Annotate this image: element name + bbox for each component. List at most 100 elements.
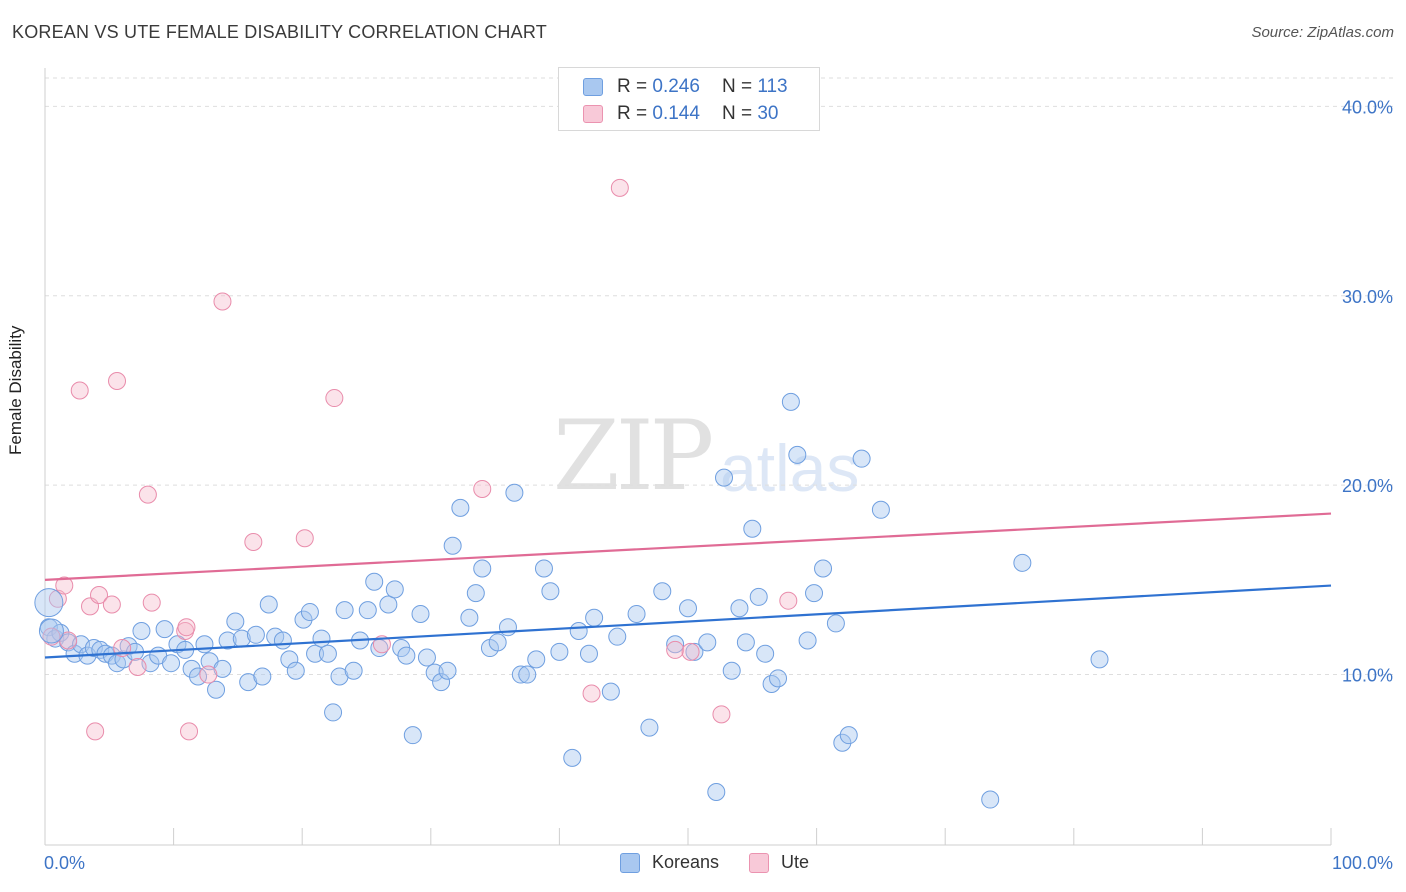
y-tick-label: 20.0% bbox=[1342, 476, 1393, 496]
legend-item-koreans: Koreans bbox=[620, 852, 719, 873]
korean-point bbox=[300, 603, 319, 622]
korean-point bbox=[585, 608, 604, 627]
korean-point bbox=[344, 661, 363, 680]
korean-point bbox=[218, 631, 237, 650]
korean-point bbox=[273, 631, 292, 650]
korean-point bbox=[411, 604, 430, 623]
ute-point bbox=[325, 389, 344, 408]
korean-point bbox=[833, 733, 852, 752]
ute-point bbox=[582, 684, 601, 703]
korean-point bbox=[312, 629, 331, 648]
korean-point bbox=[294, 610, 313, 629]
r-label: R = bbox=[617, 76, 648, 97]
korean-point bbox=[798, 631, 817, 650]
korean-point bbox=[981, 790, 1000, 809]
korean-point bbox=[397, 646, 416, 665]
korean-point bbox=[195, 635, 214, 654]
ute-point bbox=[48, 589, 67, 608]
ute-trend-line bbox=[44, 512, 1332, 581]
korean-point bbox=[253, 667, 272, 686]
ute-point bbox=[102, 595, 121, 614]
korean-point bbox=[451, 498, 470, 517]
korean-cluster-point bbox=[34, 588, 64, 618]
ute-point bbox=[177, 618, 196, 637]
korean-point bbox=[805, 584, 824, 603]
korean-point bbox=[511, 665, 530, 684]
korean-point bbox=[505, 483, 524, 502]
ute-point bbox=[372, 635, 391, 654]
korean-point bbox=[488, 633, 507, 652]
korean-point bbox=[403, 726, 422, 745]
korean-point bbox=[162, 654, 181, 673]
ute-point bbox=[180, 722, 199, 741]
korean-point bbox=[527, 650, 546, 669]
korean-point bbox=[432, 673, 451, 692]
korean-point bbox=[563, 748, 582, 767]
korean-point bbox=[579, 644, 598, 663]
korean-point bbox=[518, 665, 537, 684]
korean-point bbox=[466, 584, 485, 603]
legend-label-ute: Ute bbox=[781, 852, 810, 872]
x-tick-label: 0.0% bbox=[44, 853, 85, 873]
watermark-atlas: atlas bbox=[720, 431, 860, 505]
korean-point bbox=[460, 608, 479, 627]
korean-point bbox=[379, 595, 398, 614]
korean-point bbox=[335, 601, 354, 620]
korean-point bbox=[182, 659, 201, 678]
korean-point bbox=[749, 587, 768, 606]
korean-point bbox=[743, 519, 762, 538]
source-label: Source: ZipAtlas.com bbox=[1251, 24, 1394, 41]
ute-point bbox=[213, 292, 232, 311]
ute-swatch bbox=[583, 105, 603, 123]
correlation-legend: R = 0.246 N = 113 R = 0.144 N = 30 bbox=[558, 67, 820, 131]
ute-point bbox=[666, 640, 685, 659]
y-tick-label: 30.0% bbox=[1342, 287, 1393, 307]
korean-point bbox=[707, 782, 726, 801]
korean-point bbox=[550, 642, 569, 661]
korean-point bbox=[226, 612, 245, 631]
ute-point bbox=[55, 576, 74, 595]
korean-point bbox=[385, 580, 404, 599]
ute-swatch bbox=[749, 852, 770, 873]
korean-point bbox=[358, 601, 377, 620]
korean-cluster-point bbox=[38, 618, 64, 644]
r-value: 0.144 bbox=[652, 103, 700, 124]
korean-point bbox=[781, 392, 800, 411]
korean-point bbox=[722, 661, 741, 680]
ute-point bbox=[138, 485, 157, 504]
legend-row-koreans: R = 0.246 N = 113 bbox=[583, 75, 788, 99]
legend-item-ute: Ute bbox=[749, 852, 809, 873]
chart-title: KOREAN VS UTE FEMALE DISABILITY CORRELAT… bbox=[12, 22, 547, 42]
korean-point bbox=[685, 642, 704, 661]
korean-point bbox=[541, 582, 560, 601]
r-value: 0.246 bbox=[652, 76, 700, 97]
korean-point bbox=[280, 650, 299, 669]
koreans-swatch bbox=[620, 852, 640, 873]
ute-point bbox=[244, 532, 263, 551]
ute-point bbox=[610, 178, 629, 197]
korean-point bbox=[814, 559, 833, 578]
korean-point bbox=[155, 620, 174, 639]
ute-point bbox=[712, 705, 731, 724]
korean-point bbox=[246, 625, 265, 644]
korean-point bbox=[51, 623, 70, 642]
y-tick-label: 10.0% bbox=[1342, 666, 1393, 686]
korean-point bbox=[608, 627, 627, 646]
ute-point bbox=[108, 372, 127, 391]
x-tick-label: 100.0% bbox=[1332, 853, 1393, 873]
korean-point bbox=[306, 644, 325, 663]
n-label: N = bbox=[721, 76, 753, 97]
ute-point bbox=[42, 627, 61, 646]
series-legend: Koreans Ute bbox=[620, 852, 839, 873]
korean-point bbox=[365, 572, 384, 591]
ute-point bbox=[142, 593, 161, 612]
y-tick-label: 40.0% bbox=[1342, 97, 1393, 117]
koreans-swatch bbox=[583, 78, 603, 96]
korean-point bbox=[653, 582, 672, 601]
legend-label-koreans: Koreans bbox=[652, 852, 720, 872]
ute-point bbox=[70, 381, 89, 400]
n-value: 113 bbox=[757, 76, 788, 97]
ute-point bbox=[779, 591, 798, 610]
ute-point bbox=[295, 529, 314, 548]
